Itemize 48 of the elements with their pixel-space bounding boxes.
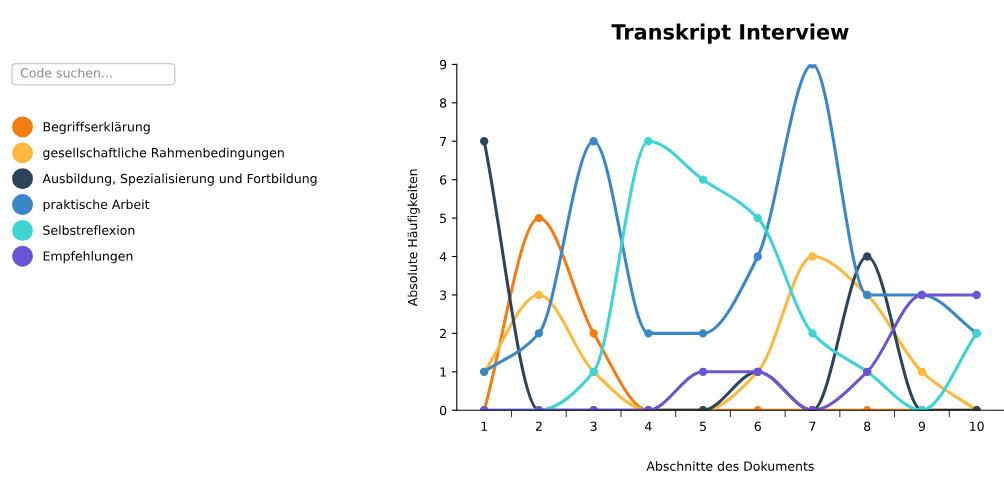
point bbox=[698, 329, 708, 338]
point bbox=[589, 137, 598, 146]
y-tick-label: 1 bbox=[440, 367, 446, 377]
point bbox=[534, 290, 544, 300]
x-tick-label: 7 bbox=[809, 421, 816, 431]
point bbox=[644, 329, 653, 338]
x-tick-label: 2 bbox=[535, 421, 542, 431]
point bbox=[808, 252, 817, 261]
y-tick-label: 4 bbox=[439, 252, 447, 262]
legend-label: Selbstreflexion bbox=[43, 225, 135, 235]
y-tick-label: 3 bbox=[440, 290, 447, 300]
legend-label: praktische Arbeit bbox=[43, 199, 150, 212]
y-axis-title: Absolute Häufigkeiten bbox=[407, 169, 420, 307]
x-tick-label: 8 bbox=[864, 421, 871, 432]
x-tick-label: 1 bbox=[481, 421, 487, 431]
y-tick-label: 9 bbox=[439, 59, 447, 70]
point bbox=[480, 137, 489, 146]
point bbox=[698, 367, 708, 376]
y-tick-label: 8 bbox=[439, 98, 447, 108]
y-tick-label: 0 bbox=[439, 405, 447, 416]
x-tick-label: 10 bbox=[970, 421, 984, 432]
point bbox=[972, 290, 981, 300]
x-tick-label: 9 bbox=[918, 421, 926, 432]
x-tick-label: 3 bbox=[590, 421, 597, 432]
point bbox=[644, 137, 653, 146]
point bbox=[534, 329, 544, 338]
legend-label: gesellschaftliche Rahmenbedingungen bbox=[43, 147, 284, 160]
x-tick-label: 5 bbox=[700, 421, 706, 432]
point bbox=[589, 329, 598, 338]
y-tick-label: 2 bbox=[440, 328, 446, 339]
chart-title: Transkript Interview bbox=[611, 23, 849, 44]
x-tick-label: 6 bbox=[754, 421, 761, 432]
point bbox=[534, 213, 544, 223]
x-axis-title: Abschnitte des Dokuments bbox=[646, 461, 814, 471]
point bbox=[863, 252, 872, 261]
legend-label: Begriffserklärung bbox=[43, 121, 150, 134]
y-tick-label: 7 bbox=[440, 136, 447, 146]
text: Code suchen... bbox=[20, 67, 112, 78]
legend-label: Ausbildung, Spezialisierung und Fortbildung bbox=[42, 173, 317, 186]
legend-label: Empfehlungen bbox=[43, 251, 133, 264]
point bbox=[753, 213, 762, 223]
point bbox=[698, 175, 708, 184]
point bbox=[753, 252, 762, 261]
point bbox=[808, 329, 817, 338]
y-tick-label: 5 bbox=[440, 213, 447, 224]
point bbox=[917, 367, 927, 376]
y-tick-label: 6 bbox=[440, 175, 447, 185]
x-tick-label: 4 bbox=[644, 421, 652, 431]
